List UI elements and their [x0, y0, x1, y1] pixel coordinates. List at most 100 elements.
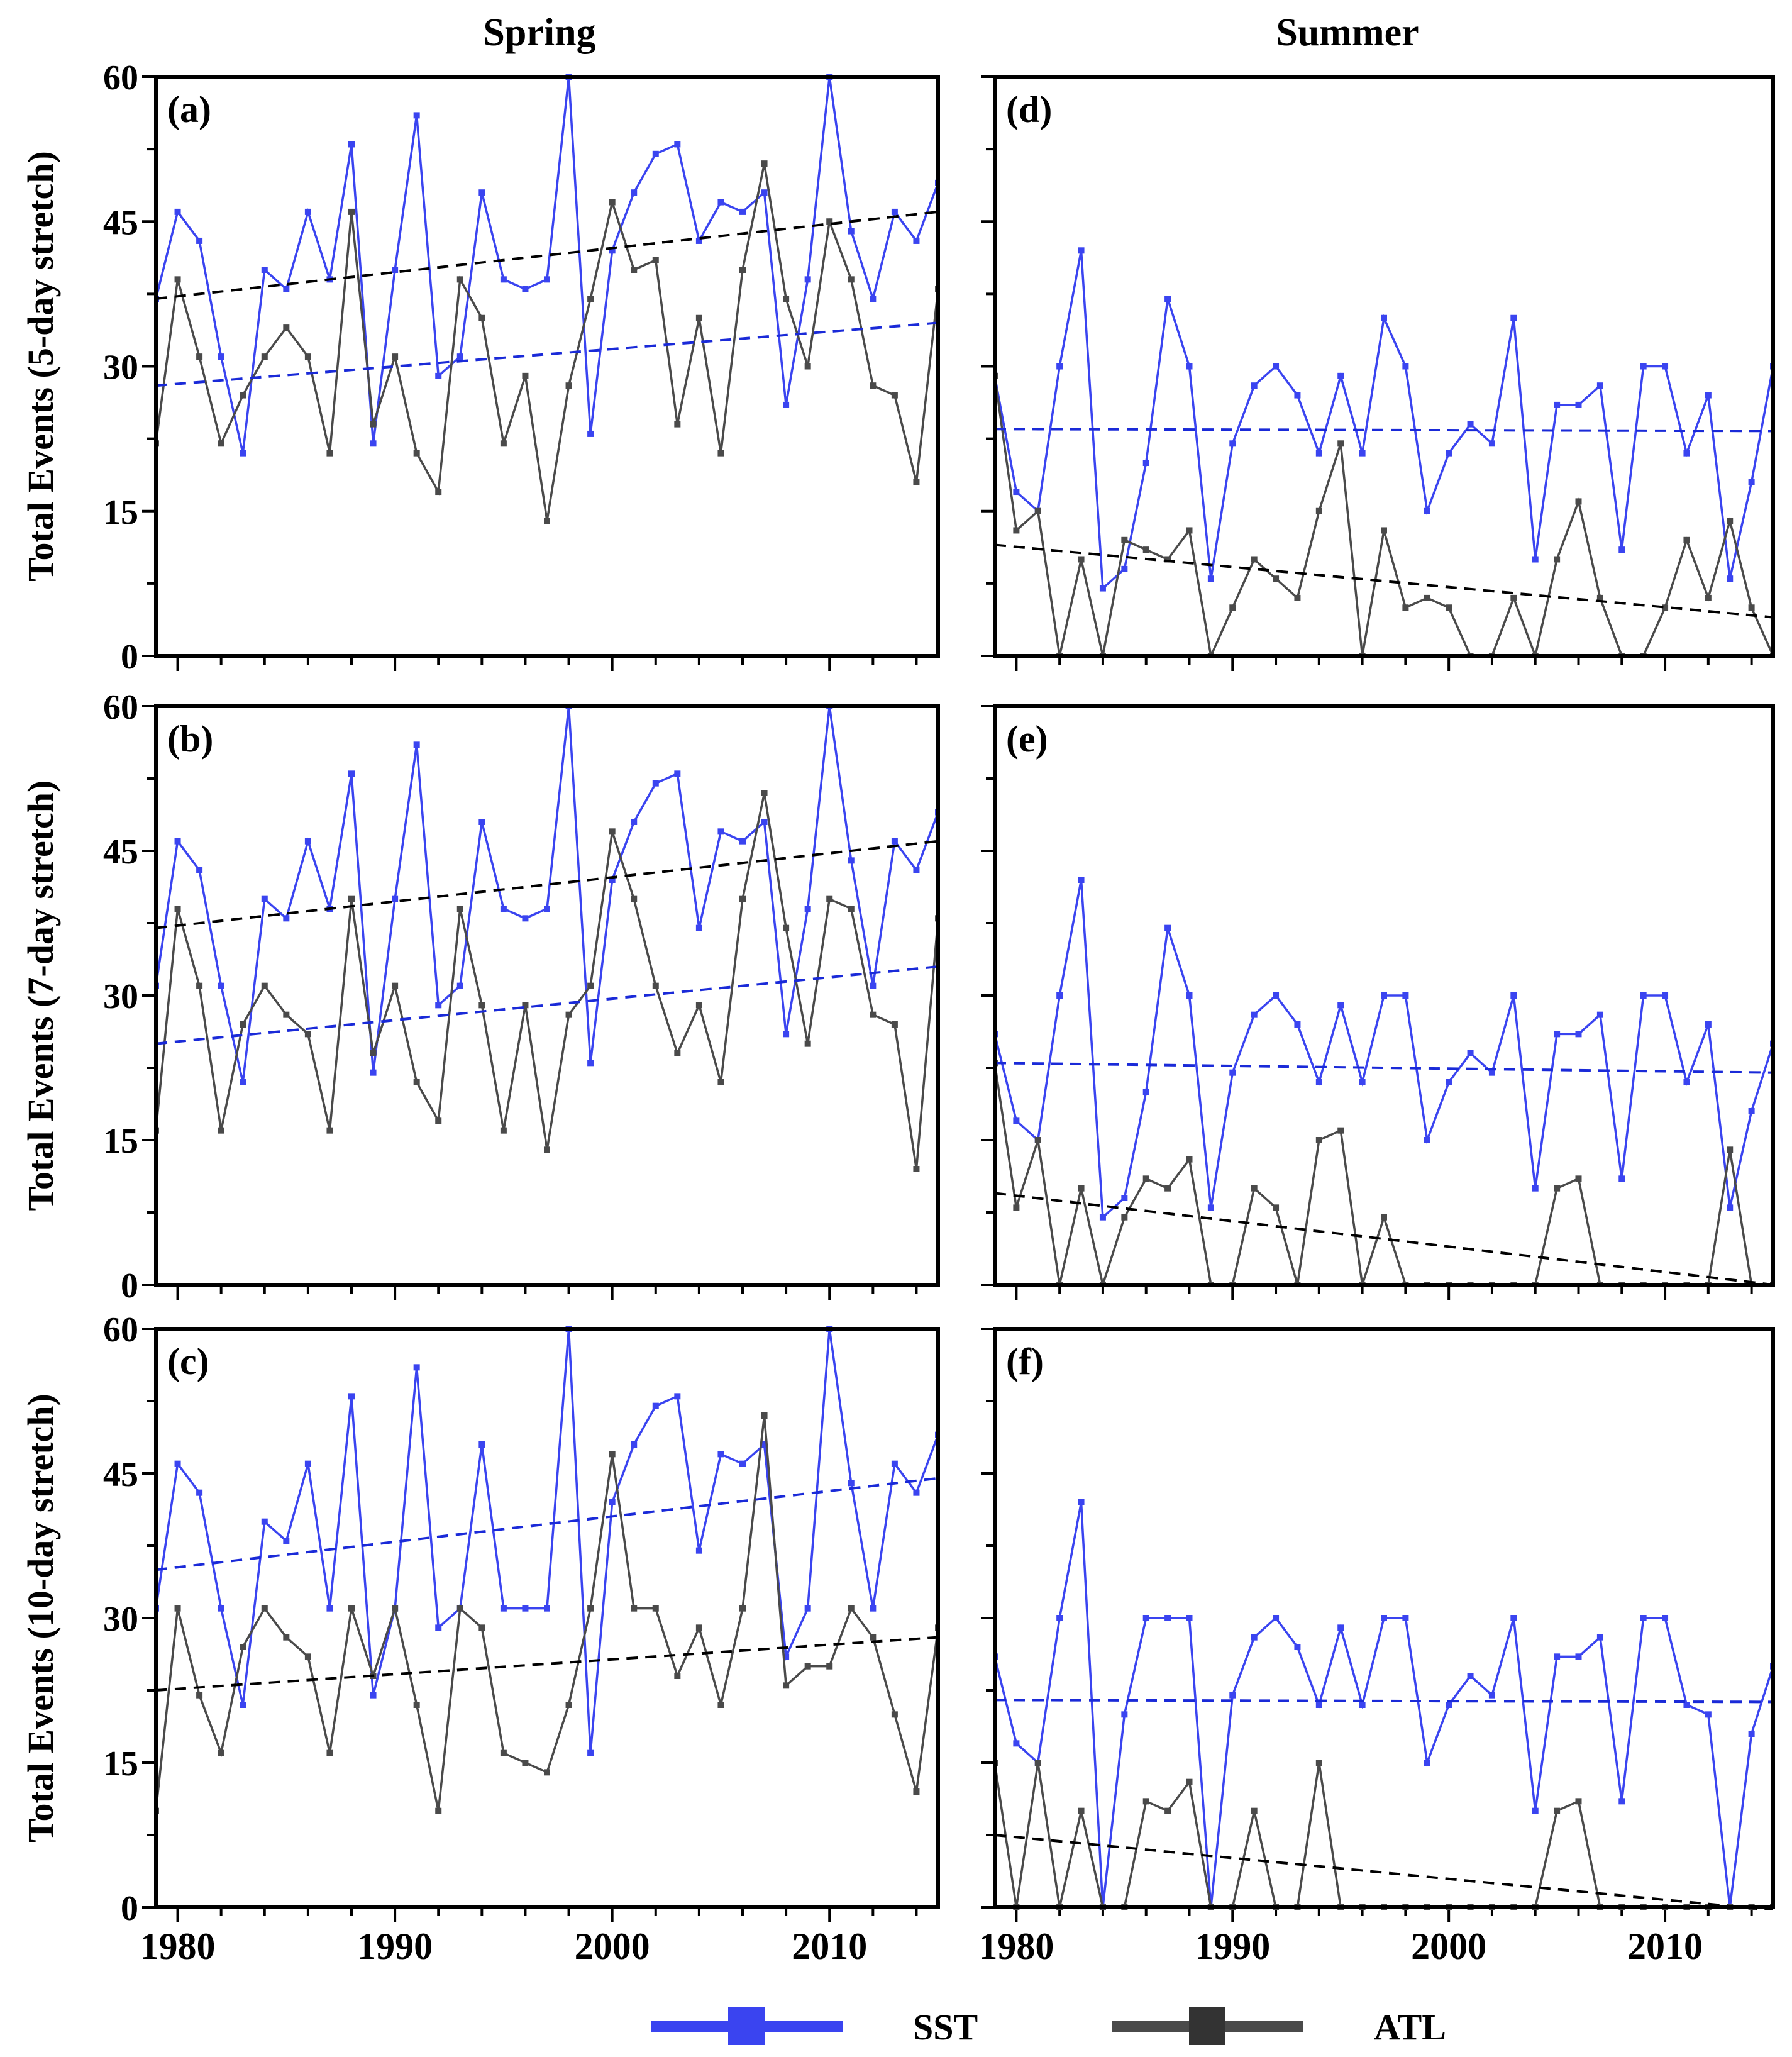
- data-point-sst: [891, 208, 898, 215]
- data-point-sst: [544, 1605, 550, 1612]
- data-point-sst: [1467, 1673, 1474, 1679]
- data-point-atl: [413, 1702, 420, 1708]
- data-point-sst: [891, 1460, 898, 1467]
- data-point-atl: [218, 1749, 224, 1756]
- panel-frame: [154, 75, 940, 658]
- data-point-atl: [891, 1021, 898, 1028]
- data-point-atl: [783, 296, 790, 302]
- data-point-atl: [1164, 1807, 1171, 1814]
- data-point-sst: [1078, 877, 1085, 883]
- panel-label: (b): [167, 718, 213, 760]
- data-point-sst: [761, 819, 768, 825]
- data-point-sst: [1488, 440, 1495, 447]
- data-point-atl: [826, 1663, 833, 1670]
- data-point-atl: [522, 1760, 529, 1766]
- data-point-atl: [1554, 1185, 1561, 1192]
- data-point-sst: [1164, 924, 1171, 931]
- data-point-sst: [1078, 247, 1085, 254]
- y-axis-label: Total Events (7-day stretch): [20, 780, 61, 1211]
- data-point-atl: [500, 440, 507, 447]
- data-point-sst: [631, 189, 638, 196]
- data-point-sst: [1013, 1117, 1020, 1124]
- data-point-atl: [1727, 1146, 1734, 1153]
- data-point-atl: [1337, 1127, 1344, 1134]
- data-point-sst: [1446, 450, 1452, 457]
- data-point-sst: [283, 286, 290, 292]
- data-point-atl: [283, 1011, 290, 1018]
- data-point-atl: [761, 790, 768, 796]
- data-point-sst: [848, 1480, 855, 1487]
- legend: SST ATL: [651, 2007, 1446, 2048]
- data-point-atl: [1315, 507, 1322, 514]
- data-point-sst: [1727, 1204, 1734, 1211]
- data-point-sst: [609, 247, 616, 254]
- data-point-sst: [1532, 556, 1539, 563]
- data-point-atl: [1596, 594, 1603, 601]
- y-tick-label: 45: [103, 833, 138, 872]
- data-point-atl: [1381, 527, 1387, 534]
- data-point-sst: [1099, 1214, 1106, 1221]
- data-point-atl: [348, 1605, 355, 1612]
- data-point-sst: [717, 199, 724, 206]
- data-point-sst: [1142, 1089, 1149, 1095]
- data-point-sst: [1121, 565, 1128, 572]
- data-point-atl: [348, 208, 355, 215]
- panel-f: 1980 1990 2000 2010 (f): [978, 1327, 1775, 1967]
- data-point-atl: [631, 1605, 638, 1612]
- data-point-sst: [283, 915, 290, 922]
- series-line-sst: [995, 879, 1773, 1220]
- data-point-atl: [1034, 1760, 1041, 1766]
- data-point-atl: [370, 1050, 377, 1056]
- data-point-atl: [913, 1166, 920, 1172]
- data-point-sst: [1251, 1011, 1258, 1018]
- data-point-atl: [1142, 1175, 1149, 1182]
- data-point-sst: [218, 1605, 224, 1612]
- data-point-atl: [652, 1605, 659, 1612]
- data-point-sst: [392, 267, 399, 273]
- data-point-sst: [1640, 992, 1647, 999]
- data-point-sst: [804, 276, 811, 283]
- data-point-atl: [1510, 594, 1517, 601]
- data-point-sst: [631, 1441, 638, 1448]
- data-point-sst: [870, 296, 877, 302]
- data-point-sst: [587, 1060, 594, 1067]
- y-tick-label: 15: [103, 493, 138, 532]
- y-tick-label: 15: [103, 1122, 138, 1161]
- data-point-sst: [1424, 1760, 1430, 1766]
- data-point-atl: [174, 276, 181, 283]
- data-point-atl: [392, 1605, 399, 1612]
- data-point-atl: [196, 353, 203, 360]
- data-point-atl: [848, 906, 855, 912]
- data-point-atl: [587, 296, 594, 302]
- data-point-sst: [913, 237, 920, 244]
- data-point-atl: [891, 392, 898, 399]
- data-point-sst: [196, 237, 203, 244]
- panel-label: (a): [167, 89, 211, 130]
- data-point-atl: [435, 1117, 442, 1124]
- data-point-sst: [1359, 1079, 1366, 1085]
- data-point-atl: [739, 1605, 746, 1612]
- data-point-sst: [478, 819, 485, 825]
- data-point-sst: [1121, 1195, 1128, 1201]
- data-point-sst: [739, 1460, 746, 1467]
- data-point-atl: [1337, 440, 1344, 447]
- data-point-atl: [1273, 1204, 1280, 1211]
- data-point-sst: [1575, 1653, 1582, 1660]
- data-point-sst: [783, 1653, 790, 1660]
- data-point-atl: [739, 895, 746, 902]
- data-point-sst: [1446, 1079, 1452, 1085]
- panel-frame: [993, 75, 1775, 658]
- data-point-sst: [1575, 1031, 1582, 1038]
- data-point-atl: [1013, 527, 1020, 534]
- series-line-atl: [995, 375, 1773, 658]
- data-point-sst: [1705, 1711, 1712, 1718]
- data-point-atl: [826, 895, 833, 902]
- data-point-sst: [1013, 1740, 1020, 1747]
- data-point-sst: [631, 819, 638, 825]
- data-point-atl: [500, 1127, 507, 1134]
- data-point-sst: [717, 828, 724, 835]
- data-point-sst: [261, 267, 268, 273]
- data-point-sst: [240, 450, 246, 457]
- data-point-atl: [609, 828, 616, 835]
- y-tick-label: 0: [121, 638, 138, 677]
